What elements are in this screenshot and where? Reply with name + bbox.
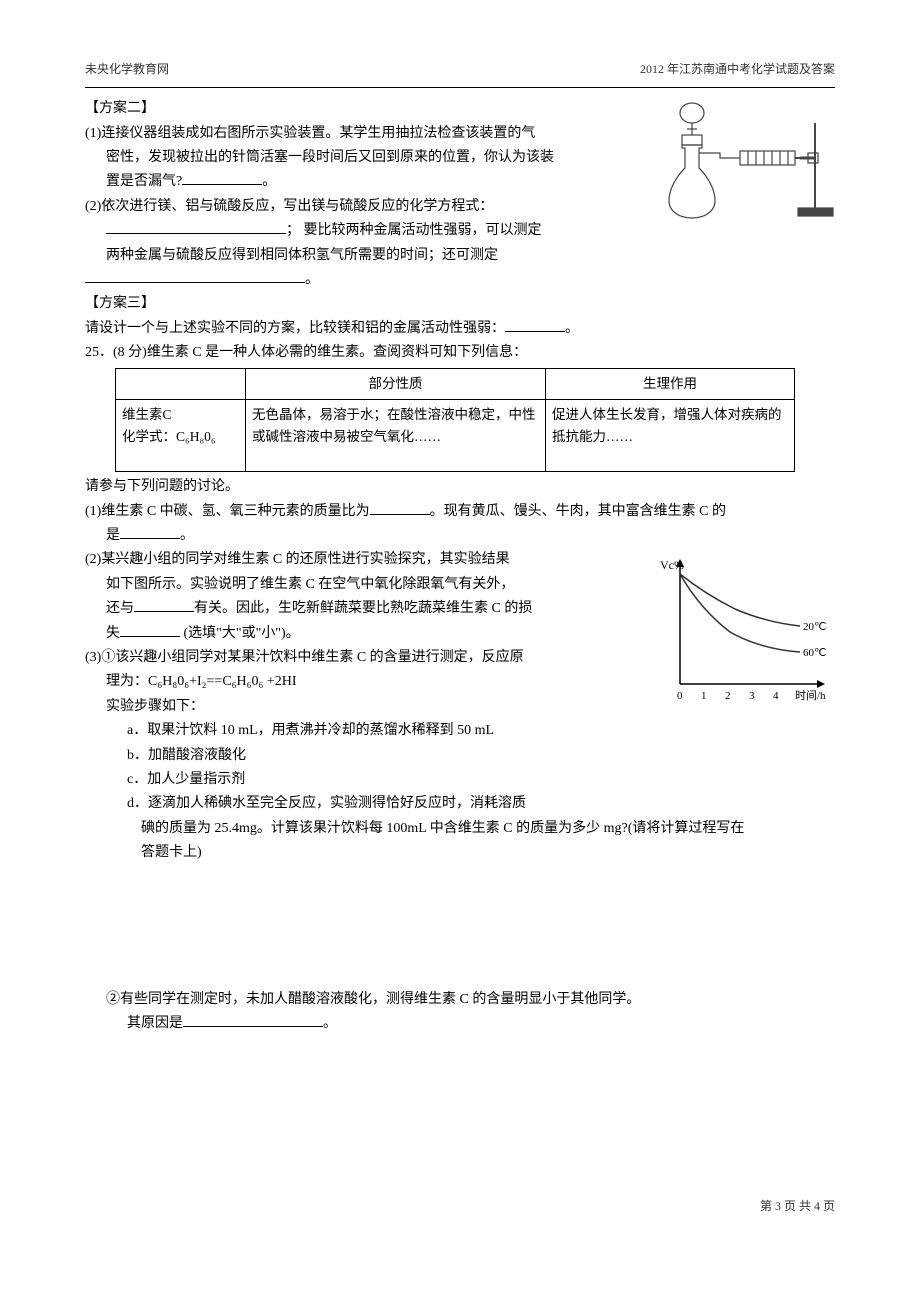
svg-text:4: 4 [773,690,779,702]
scheme3-line1: 请设计一个与上述实验不同的方案，比较镁和铝的金属活动性强弱： 。 [85,318,835,340]
q25-4b-line: 其原因是 。 [85,1013,835,1035]
q25-2b: 如下图所示。实验说明了维生素 C 在空气中氧化除跟氧气有关外， [85,574,635,596]
blank-loss [120,623,180,637]
scheme3-text: 请设计一个与上述实验不同的方案，比较镁和铝的金属活动性强弱： [85,321,505,336]
q1-line3-end: 。 [262,174,276,189]
table-row: 维生素C 化学式：C₆H₈0₆ 无色晶体，易溶于水；在酸性溶液中稳定，中性或碱性… [116,400,795,472]
graph-ylabel: Vc% [660,558,684,572]
graph-figure: Vc% 0 1 2 3 4 时间/h 20℃ 60℃ [655,554,835,709]
svg-text:60℃: 60℃ [803,647,826,659]
th-function: 生理作用 [546,369,795,400]
q25-1b: 。现有黄瓜、馒头、牛肉，其中富含维生素 C 的 [430,504,726,519]
q25-4c: 。 [323,1016,337,1031]
q2-line4: 。 [85,269,835,291]
blank-leak [182,171,262,185]
q25-4b: 其原因是 [127,1016,183,1031]
blank-factor [134,598,194,612]
vitamin-c-table: 部分性质 生理作用 维生素C 化学式：C₆H₈0₆ 无色晶体，易溶于水；在酸性溶… [115,368,795,472]
td-properties: 无色晶体，易溶于水；在酸性溶液中稳定，中性或碱性溶液中易被空气氧化…… [246,400,546,472]
blank-equation [106,220,286,234]
table-header-row: 部分性质 生理作用 [116,369,795,400]
svg-text:2: 2 [725,690,731,702]
svg-text:0: 0 [677,690,683,702]
q25-intro: 25．(8 分)维生素 C 是一种人体必需的维生素。查阅资料可知下列信息： [85,342,835,364]
scheme3-end: 。 [565,321,579,336]
blank-ratio [370,501,430,515]
q25-3a: (3)①该兴趣小组同学对某果汁饮料中维生素 C 的含量进行测定，反应原 [85,647,635,669]
q25-1-line2: 是。 [85,525,835,547]
vc-formula: 化学式：C₆H₈0₆ [122,426,239,448]
q25-2e: 失 [106,626,120,641]
svg-text:时间/h: 时间/h [795,689,826,702]
svg-text:20℃: 20℃ [803,621,826,633]
q1-line3-text: 置是否漏气? [106,174,182,189]
q25-1d: 。 [180,528,194,543]
header-divider [85,87,835,88]
q25-1c: 是 [106,528,120,543]
apparatus-figure [660,93,835,223]
step-d2: 碘的质量为 25.4mg。计算该果汁饮料每 100mL 中含维生素 C 的质量为… [85,818,835,840]
q25-2f: (选填"大"或"小")。 [180,626,300,641]
step-b: b．加醋酸溶液酸化 [85,745,835,767]
q25-2a: (2)某兴趣小组的同学对维生素 C 的还原性进行实验探究，其实验结果 [85,549,635,571]
q25-2c: 还与 [106,601,134,616]
q2-line3: 两种金属与硫酸反应得到相同体积氢气所需要的时间；还可测定 [85,245,835,267]
discuss-intro: 请参与下列问题的讨论。 [85,476,835,498]
step-c: c．加人少量指示剂 [85,769,835,791]
page-header: 未央化学教育网 2012 年江苏南通中考化学试题及答案 [85,60,835,79]
q25-2-block: (2)某兴趣小组的同学对维生素 C 的还原性进行实验探究，其实验结果 如下图所示… [85,549,635,669]
th-properties: 部分性质 [246,369,546,400]
q25-2d: 有关。因此，生吃新鲜蔬菜要比熟吃蔬菜维生素 C 的损 [194,601,532,616]
blank-food [120,525,180,539]
calculation-space [85,867,835,987]
step-a: a．取果汁饮料 10 mL，用煮沸并冷却的蒸馏水稀释到 50 mL [85,720,835,742]
scheme3-title: 【方案三】 [85,293,835,315]
step-d1: d．逐滴加人稀碘水至完全反应，实验测得恰好反应时，消耗溶质 [85,793,835,815]
vc-name: 维生素C [122,404,239,426]
q2-line2-text: ； 要比较两种金属活动性强弱，可以测定 [286,223,542,238]
td-name: 维生素C 化学式：C₆H₈0₆ [116,400,246,472]
footer-text: 第 3 页 共 4 页 [760,1199,835,1213]
page-footer: 第 3 页 共 4 页 [85,1197,835,1216]
q2-line4-end: 。 [305,272,319,287]
step-d3: 答题卡上) [85,842,835,864]
q25-2e-line: 失 (选填"大"或"小")。 [85,623,635,645]
svg-text:3: 3 [749,690,755,702]
header-right: 2012 年江苏南通中考化学试题及答案 [640,60,835,79]
header-left: 未央化学教育网 [85,60,169,79]
q25-1: (1)维生素 C 中碳、氢、氧三种元素的质量比为 。现有黄瓜、馒头、牛肉，其中富含… [85,501,835,523]
td-function: 促进人体生长发育，增强人体对疾病的抵抗能力…… [546,400,795,472]
th-empty [116,369,246,400]
q25-2c-line: 还与 有关。因此，生吃新鲜蔬菜要比熟吃蔬菜维生素 C 的损 [85,598,635,620]
q25-1a: (1)维生素 C 中碳、氢、氧三种元素的质量比为 [85,504,370,519]
content: 【方案二】 (1)连接仪器组装成如右图所示实验装置。某学生用抽拉法检查该装置的气… [85,98,835,1037]
svg-text:1: 1 [701,690,707,702]
blank-measure [85,269,305,283]
q25-4a: ②有些同学在测定时，未加人醋酸溶液酸化，测得维生素 C 的含量明显小于其他同学。 [85,989,835,1011]
q2-line2: ； 要比较两种金属活动性强弱，可以测定 [85,220,835,242]
blank-reason [183,1013,323,1027]
blank-scheme3 [505,318,565,332]
